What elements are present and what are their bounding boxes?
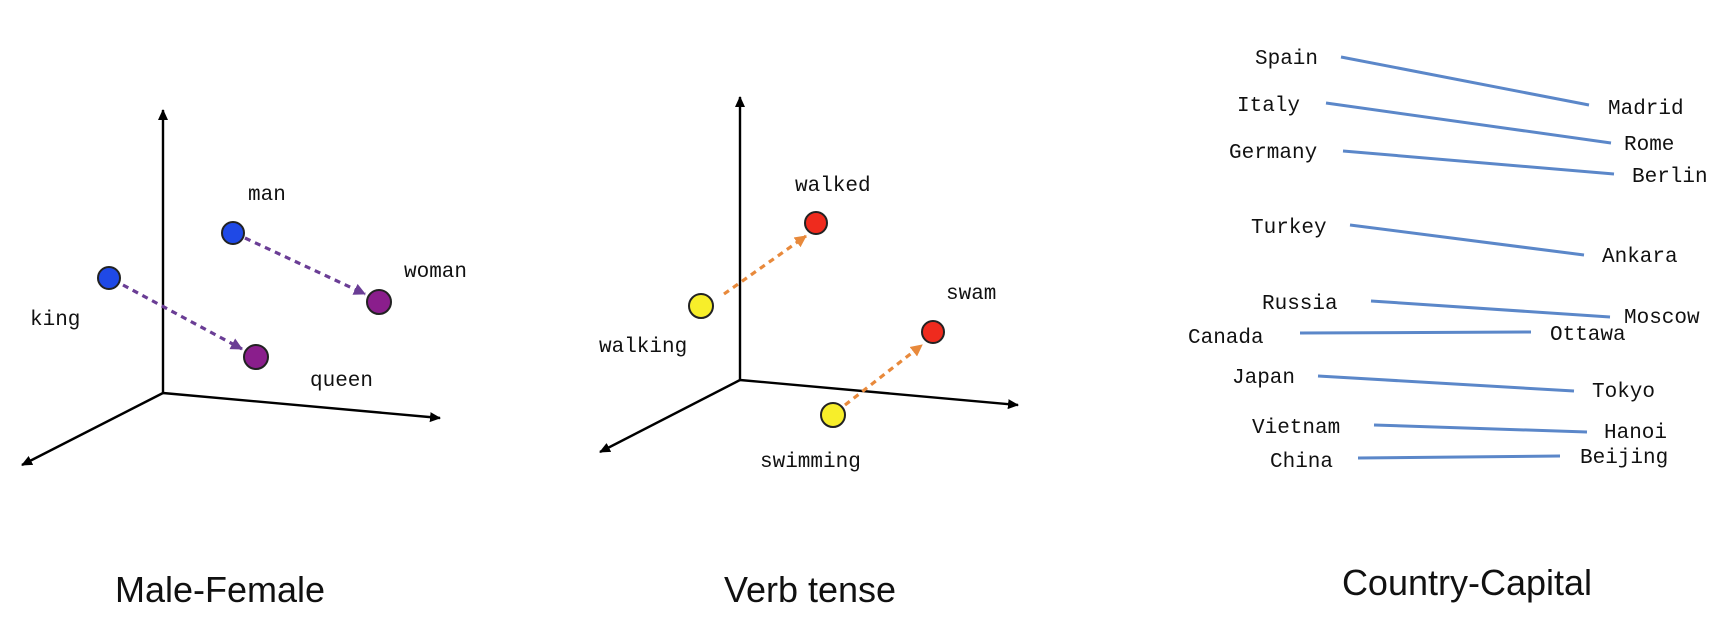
country-label: Russia xyxy=(1262,293,1338,316)
capital-label: Tokyo xyxy=(1592,381,1655,404)
walked-point xyxy=(804,211,828,235)
japan-tokyo-line xyxy=(1317,374,1575,393)
capital-label: Beijing xyxy=(1580,447,1668,470)
capital-label: Ankara xyxy=(1602,246,1678,269)
woman-point xyxy=(366,289,392,315)
country-label: China xyxy=(1270,451,1333,474)
capital-label: Hanoi xyxy=(1604,422,1667,445)
china-beijing-line xyxy=(1357,454,1561,460)
walked-label: walked xyxy=(795,175,871,198)
capital-label: Moscow xyxy=(1624,307,1700,330)
x-axis xyxy=(739,378,1019,410)
swimming-swam-arrow xyxy=(844,343,923,407)
swimming-label: swimming xyxy=(760,451,861,474)
king-point xyxy=(97,266,121,290)
spain-madrid-line xyxy=(1340,55,1590,107)
walking-point xyxy=(688,293,714,319)
man-woman-arrow xyxy=(244,236,366,296)
canada-ottawa-line xyxy=(1299,330,1532,335)
country-label: Germany xyxy=(1229,142,1317,165)
capital-label: Madrid xyxy=(1608,98,1684,121)
country-capital-panel: Spain Italy Germany Turkey Russia Canada… xyxy=(1188,48,1708,603)
man-label: man xyxy=(248,184,286,207)
woman-label: woman xyxy=(404,261,467,284)
walking-label: walking xyxy=(599,336,687,359)
italy-rome-line xyxy=(1325,101,1612,145)
walking-walked-arrow xyxy=(723,234,807,296)
country-label: Turkey xyxy=(1251,217,1327,240)
country-label: Japan xyxy=(1232,367,1295,390)
capital-label: Rome xyxy=(1624,134,1674,157)
king-label: king xyxy=(30,309,80,332)
country-label: Italy xyxy=(1237,95,1300,118)
country-label: Vietnam xyxy=(1252,417,1340,440)
vietnam-hanoi-line xyxy=(1373,423,1588,434)
verb-tense-caption: Verb tense xyxy=(724,569,896,610)
x-axis xyxy=(162,391,441,423)
male-female-panel: man woman king queen Male-Female xyxy=(21,109,467,610)
russia-moscow-line xyxy=(1370,299,1611,319)
swam-point xyxy=(921,320,945,344)
turkey-ankara-line xyxy=(1349,223,1585,257)
swam-label: swam xyxy=(946,283,996,306)
king-queen-arrow xyxy=(122,283,243,351)
queen-point xyxy=(243,344,269,370)
verb-tense-axes xyxy=(599,96,1019,454)
capital-label: Berlin xyxy=(1632,166,1708,189)
male-female-caption: Male-Female xyxy=(115,569,325,610)
germany-berlin-line xyxy=(1342,149,1615,176)
country-capital-caption: Country-Capital xyxy=(1342,562,1592,603)
z-axis xyxy=(21,391,164,467)
country-label: Spain xyxy=(1255,48,1318,71)
man-point xyxy=(221,221,245,245)
country-label: Canada xyxy=(1188,327,1264,350)
verb-tense-panel: walked walking swam swimming Verb tense xyxy=(599,96,1019,610)
male-female-axes xyxy=(21,109,441,467)
queen-label: queen xyxy=(310,370,373,393)
capital-label: Ottawa xyxy=(1550,324,1626,347)
swimming-point xyxy=(820,402,846,428)
z-axis xyxy=(599,378,741,454)
